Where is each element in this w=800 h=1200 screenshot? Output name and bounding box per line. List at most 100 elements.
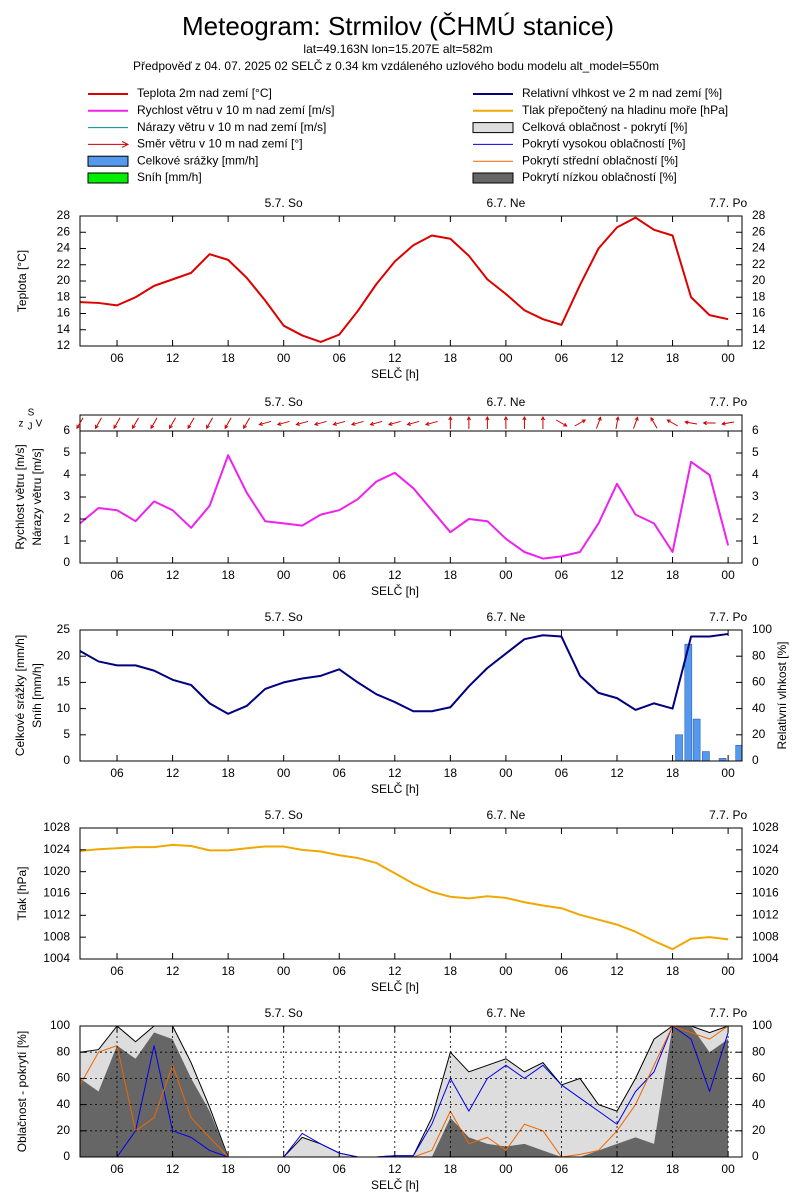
legend-label: Rychlost větru v 10 m nad zemí [m/s]	[137, 103, 334, 117]
y-tick-label: 6	[63, 423, 70, 437]
x-tick-label: 18	[221, 1162, 235, 1176]
x-tick-label: 06	[110, 964, 124, 978]
y-tick-label-right: 1024	[752, 842, 779, 856]
day-label: 6.7. Ne	[487, 1006, 526, 1020]
y-axis-label: Rychlost větru [m/s]	[13, 444, 27, 549]
x-tick-label: 18	[666, 1162, 680, 1176]
x-axis-label: SELČ [h]	[371, 366, 419, 381]
x-tick-label: 00	[721, 351, 735, 365]
wind-arrow	[425, 420, 438, 426]
y-tick-label: 20	[57, 1123, 71, 1137]
day-label: 5.7. So	[265, 610, 303, 624]
wind-arrow	[633, 416, 639, 429]
day-label: 5.7. So	[265, 1006, 303, 1020]
y-axis-label: Tlak [hPa]	[15, 866, 29, 920]
y-tick-label: 0	[63, 753, 70, 767]
precip-bar	[718, 758, 727, 761]
day-label: 6.7. Ne	[487, 808, 526, 822]
x-tick-label: 06	[333, 568, 347, 582]
y-tick-label: 4	[63, 467, 70, 481]
y-axis-label: Celkové srážky [mm/h]	[13, 635, 27, 756]
x-tick-label: 18	[221, 351, 235, 365]
wind-arrow	[406, 420, 420, 426]
y-tick-label: 24	[57, 241, 71, 255]
wind-arrow	[350, 420, 364, 426]
y-tick-label: 60	[57, 1071, 71, 1085]
y-tick-label-right: 18	[752, 289, 766, 303]
series-line	[80, 216, 729, 343]
y-tick-label-right: 26	[752, 224, 766, 238]
x-tick-label: 18	[666, 766, 680, 780]
y-tick-label: 16	[57, 306, 71, 320]
x-tick-label: 12	[388, 964, 402, 978]
x-tick-label: 00	[499, 766, 513, 780]
x-axis-label: SELČ [h]	[371, 583, 419, 598]
x-axis-label: SELČ [h]	[371, 979, 419, 994]
x-tick-label: 00	[277, 1162, 291, 1176]
series-line	[80, 632, 729, 715]
y-tick-label: 5	[63, 445, 70, 459]
series-line	[80, 1026, 729, 1157]
y-tick-label-right: 100	[752, 1018, 772, 1032]
day-label: 7.7. Po	[709, 610, 747, 624]
y-tick-label-right: 4	[752, 467, 759, 481]
y2-axis-label: Relativní vlhkost [%]	[775, 641, 789, 749]
legend-swatch	[472, 172, 514, 184]
x-tick-label: 06	[333, 351, 347, 365]
legend-swatch	[472, 122, 514, 134]
y-tick-label-right: 1008	[752, 929, 779, 943]
wind-arrow	[332, 420, 346, 426]
x-tick-label: 12	[610, 1162, 624, 1176]
y-tick-label: 18	[57, 289, 71, 303]
wind-arrow	[132, 417, 139, 430]
y2-tick-label: 0	[752, 753, 759, 767]
compass-label: V	[36, 419, 43, 430]
y-tick-label: 0	[63, 1149, 70, 1163]
x-tick-label: 18	[221, 964, 235, 978]
y-tick-label: 12	[57, 338, 71, 352]
legend-label: Celkové srážky [mm/h]	[137, 153, 258, 167]
y-tick-label-right: 1012	[752, 908, 779, 922]
x-tick-label: 12	[166, 568, 180, 582]
compass-label: J	[28, 422, 33, 433]
y-tick-label: 1008	[43, 929, 70, 943]
x-tick-label: 00	[499, 964, 513, 978]
y-tick-label: 1028	[43, 820, 70, 834]
y-tick-label-right: 12	[752, 338, 766, 352]
day-label: 7.7. Po	[709, 808, 747, 822]
x-tick-label: 00	[277, 964, 291, 978]
y-tick-label: 22	[57, 257, 71, 271]
plot-area	[80, 454, 730, 560]
y-tick-label: 1004	[43, 951, 70, 965]
wind-arrow	[595, 416, 602, 429]
y-tick-label-right: 16	[752, 306, 766, 320]
wind-arrow	[258, 420, 272, 426]
y2-tick-label: 20	[752, 727, 766, 741]
wind-arrow	[224, 417, 232, 430]
y-tick-label: 14	[57, 322, 71, 336]
day-label: 7.7. Po	[709, 1006, 747, 1020]
x-tick-label: 18	[444, 766, 458, 780]
y-tick-label: 40	[57, 1097, 71, 1111]
y-tick-label-right: 5	[752, 445, 759, 459]
y-tick-label-right: 14	[752, 322, 766, 336]
x-tick-label: 06	[110, 1162, 124, 1176]
x-tick-label: 00	[499, 1162, 513, 1176]
day-label: 5.7. So	[265, 395, 303, 409]
x-tick-label: 12	[388, 568, 402, 582]
y-axis-label: Nárazy větru [m/s]	[30, 448, 44, 545]
x-tick-label: 12	[388, 766, 402, 780]
plot-area	[80, 843, 729, 951]
y-tick-label-right: 3	[752, 489, 759, 503]
day-label: 5.7. So	[265, 808, 303, 822]
wind-arrow	[666, 419, 679, 427]
legend-label: Sníh [mm/h]	[137, 170, 202, 184]
y-tick-label-right: 20	[752, 273, 766, 287]
x-tick-label: 00	[277, 766, 291, 780]
x-tick-label: 12	[166, 1162, 180, 1176]
y-axis-label: Teplota [°C]	[15, 250, 29, 312]
x-tick-label: 12	[166, 766, 180, 780]
wind-arrow	[702, 420, 716, 426]
x-tick-label: 12	[610, 766, 624, 780]
